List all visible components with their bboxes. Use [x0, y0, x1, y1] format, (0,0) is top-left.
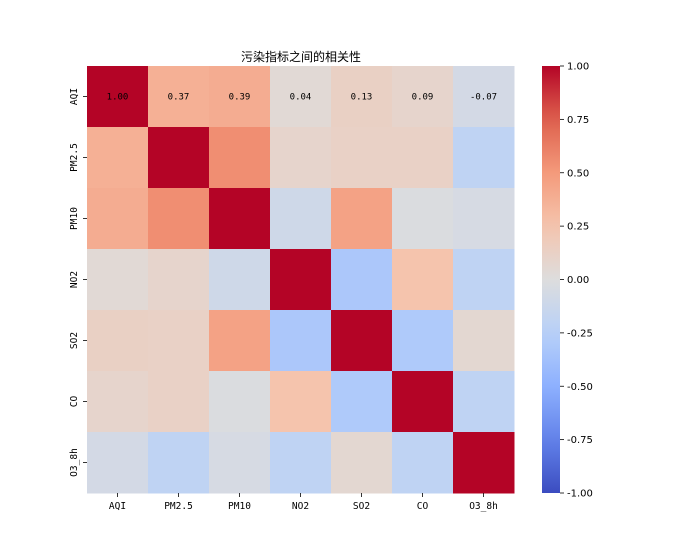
cell-annotation: 0.37 — [168, 93, 190, 103]
heatmap-cell-AQI-PM10 — [209, 66, 271, 128]
heatmap-cell-CO-PM10 — [209, 371, 271, 433]
heatmap-cell-CO-CO — [392, 371, 454, 433]
cell-annotation: 0.09 — [412, 93, 434, 103]
x-tick-label: NO2 — [292, 501, 309, 512]
heatmap-cell-PM10-NO2 — [270, 188, 332, 250]
x-tick-label: PM10 — [228, 501, 251, 512]
heatmap-cell-NO2-NO2 — [270, 249, 332, 311]
heatmap-cell-NO2-PM10 — [209, 249, 271, 311]
heatmap-cell-CO-PM2.5 — [148, 371, 210, 433]
heatmap-cell-PM2.5-CO — [392, 127, 454, 189]
heatmap-cell-PM2.5-AQI — [87, 127, 149, 189]
cell-annotation: 1.00 — [107, 93, 129, 103]
heatmap-cell-AQI-SO2 — [331, 66, 393, 128]
heatmap-cell-PM2.5-PM2.5 — [148, 127, 210, 189]
heatmap-cell-PM10-CO — [392, 188, 454, 250]
cell-annotation: 0.04 — [290, 93, 312, 103]
colorbar-tick-label: -0.50 — [567, 382, 593, 393]
colorbar-tick-label: 0.50 — [567, 168, 589, 179]
heatmap-cell-PM10-PM2.5 — [148, 188, 210, 250]
colorbar-ticks: 1.00 0.75 0.50 0.25 0.00 -0.25 -0.50 -0.75 -1.00 — [560, 62, 593, 500]
heatmap-cell-AQI-NO2 — [270, 66, 332, 128]
heatmap-cell-AQI-PM2.5 — [148, 66, 210, 128]
y-tick-label: NO2 — [69, 271, 80, 288]
heatmap-cell-CO-SO2 — [331, 371, 393, 433]
y-tick-label: CO — [69, 396, 80, 408]
heatmap-cell-NO2-AQI — [87, 249, 149, 311]
cell-annotation: -0.07 — [470, 93, 497, 103]
x-tick-label: O3_8h — [469, 501, 498, 512]
heatmap-cell-NO2-PM2.5 — [148, 249, 210, 311]
colorbar-tick-label: -0.75 — [567, 435, 593, 446]
heatmap-cell-O3_8h-NO2 — [270, 432, 332, 494]
heatmap-cell-PM10-PM10 — [209, 188, 271, 250]
heatmap-cell-SO2-SO2 — [331, 310, 393, 372]
y-tick-label: PM2.5 — [69, 143, 80, 172]
y-axis-ticks: AQI PM2.5 PM10 NO2 SO2 CO O3_8h — [69, 88, 87, 477]
heatmap-cell-SO2-NO2 — [270, 310, 332, 372]
heatmap-cell-SO2-PM2.5 — [148, 310, 210, 372]
heatmap-cell-NO2-SO2 — [331, 249, 393, 311]
heatmap-cells — [87, 66, 515, 494]
colorbar-tick-label: 0.75 — [567, 115, 589, 126]
colorbar — [542, 66, 560, 493]
colorbar-tick-label: 1.00 — [567, 62, 589, 73]
heatmap-cell-CO-AQI — [87, 371, 149, 433]
heatmap-cell-O3_8h-PM10 — [209, 432, 271, 494]
colorbar-tick-label: -0.25 — [567, 328, 593, 339]
colorbar-tick-label: -1.00 — [567, 489, 593, 500]
heatmap-cell-PM10-SO2 — [331, 188, 393, 250]
heatmap-cell-SO2-O3_8h — [453, 310, 515, 372]
chart-title: 污染指标之间的相关性 — [241, 49, 361, 64]
heatmap-cell-PM2.5-O3_8h — [453, 127, 515, 189]
heatmap-cell-SO2-AQI — [87, 310, 149, 372]
heatmap-cell-PM10-AQI — [87, 188, 149, 250]
x-tick-label: SO2 — [353, 501, 370, 512]
cell-annotations: 1.00 0.37 0.39 0.04 0.13 0.09 -0.07 — [107, 93, 497, 103]
heatmap-cell-NO2-CO — [392, 249, 454, 311]
x-axis-ticks: AQI PM2.5 PM10 NO2 SO2 CO O3_8h — [109, 493, 498, 512]
heatmap-cell-SO2-CO — [392, 310, 454, 372]
heatmap-cell-PM10-O3_8h — [453, 188, 515, 250]
heatmap-cell-SO2-PM10 — [209, 310, 271, 372]
heatmap-cell-O3_8h-PM2.5 — [148, 432, 210, 494]
x-tick-label: AQI — [109, 501, 126, 512]
colorbar-tick-label: 0.00 — [567, 275, 589, 286]
cell-annotation: 0.39 — [229, 93, 251, 103]
heatmap-cell-CO-O3_8h — [453, 371, 515, 433]
heatmap-cell-AQI-CO — [392, 66, 454, 128]
x-tick-label: PM2.5 — [164, 501, 193, 512]
heatmap-cell-PM2.5-PM10 — [209, 127, 271, 189]
y-tick-label: O3_8h — [69, 448, 80, 477]
heatmap-cell-O3_8h-AQI — [87, 432, 149, 494]
heatmap-cell-PM2.5-SO2 — [331, 127, 393, 189]
colorbar-tick-label: 0.25 — [567, 222, 589, 233]
y-tick-label: SO2 — [69, 332, 80, 349]
heatmap-cell-O3_8h-SO2 — [331, 432, 393, 494]
heatmap-cell-NO2-O3_8h — [453, 249, 515, 311]
heatmap-cell-O3_8h-CO — [392, 432, 454, 494]
y-tick-label: PM10 — [69, 207, 80, 230]
x-tick-label: CO — [417, 501, 429, 512]
cell-annotation: 0.13 — [351, 93, 373, 103]
heatmap-cell-AQI-AQI — [87, 66, 149, 128]
y-tick-label: AQI — [69, 88, 80, 105]
heatmap-cell-CO-NO2 — [270, 371, 332, 433]
heatmap-cell-O3_8h-O3_8h — [453, 432, 515, 494]
heatmap-cell-PM2.5-NO2 — [270, 127, 332, 189]
heatmap-cell-AQI-O3_8h — [453, 66, 515, 128]
